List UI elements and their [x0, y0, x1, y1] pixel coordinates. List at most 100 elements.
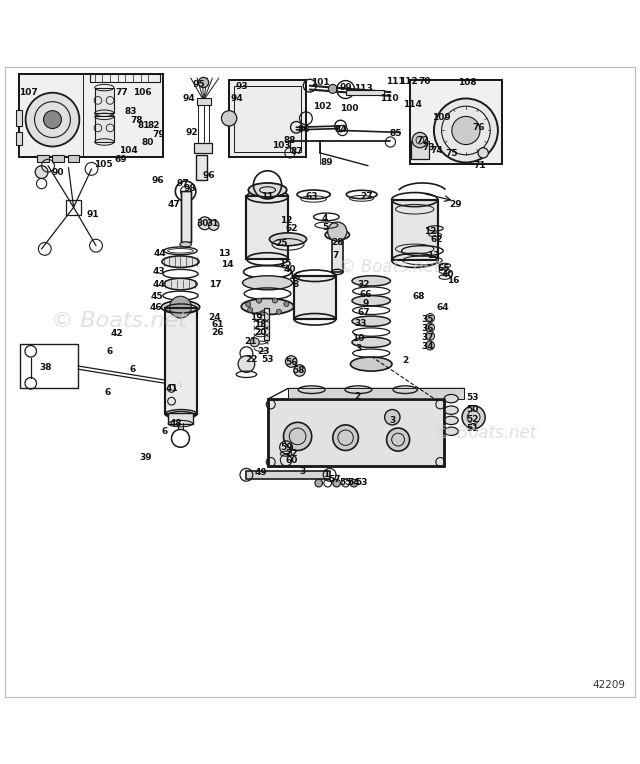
Text: 26: 26: [211, 328, 224, 337]
Bar: [196, 155, 207, 180]
Text: 68: 68: [413, 293, 426, 301]
Bar: [194, 143, 212, 153]
Text: 2: 2: [402, 356, 408, 365]
Text: 5: 5: [322, 222, 328, 231]
Text: 98: 98: [183, 184, 196, 193]
Text: 100: 100: [340, 104, 358, 113]
Ellipse shape: [351, 357, 392, 371]
Circle shape: [248, 307, 253, 312]
Circle shape: [452, 116, 480, 144]
Ellipse shape: [164, 278, 197, 290]
Circle shape: [385, 410, 400, 425]
Text: 66: 66: [360, 290, 372, 299]
Circle shape: [462, 406, 485, 429]
Text: 105: 105: [94, 160, 113, 169]
Text: 3: 3: [355, 344, 362, 352]
Text: 40: 40: [284, 266, 296, 274]
Circle shape: [276, 309, 282, 314]
Text: 53: 53: [466, 393, 479, 403]
Text: 77: 77: [115, 88, 128, 96]
Ellipse shape: [168, 412, 195, 419]
Bar: [294, 276, 336, 319]
Bar: [95, 88, 114, 113]
Text: 7: 7: [333, 251, 339, 261]
Text: 17: 17: [209, 280, 222, 289]
Bar: [392, 199, 438, 261]
Ellipse shape: [352, 316, 390, 326]
Text: 30: 30: [196, 219, 209, 228]
Text: 42: 42: [110, 329, 123, 338]
Bar: [288, 388, 464, 400]
Ellipse shape: [352, 337, 390, 348]
Text: 6: 6: [129, 364, 136, 374]
Text: 84: 84: [334, 125, 347, 134]
Text: 70: 70: [418, 76, 431, 86]
Text: 23: 23: [257, 347, 270, 356]
Text: 3: 3: [389, 416, 396, 425]
Text: 60: 60: [285, 455, 298, 465]
Text: 3: 3: [300, 467, 306, 476]
Text: 43: 43: [152, 267, 165, 277]
Text: 40: 40: [442, 270, 454, 279]
Text: 113: 113: [354, 84, 373, 93]
Text: 76: 76: [472, 123, 485, 131]
Ellipse shape: [444, 427, 458, 435]
Text: 69: 69: [114, 155, 127, 163]
Ellipse shape: [325, 230, 349, 240]
Text: 6: 6: [107, 348, 113, 357]
Text: 106: 106: [132, 88, 152, 96]
Text: 114: 114: [403, 100, 422, 109]
Text: 72: 72: [416, 135, 429, 144]
Ellipse shape: [444, 394, 458, 403]
Text: 81: 81: [138, 121, 150, 130]
Text: © Boats.net: © Boats.net: [51, 311, 187, 332]
Bar: [264, 309, 269, 341]
Text: 39: 39: [140, 453, 152, 462]
Text: 107: 107: [19, 88, 38, 97]
Text: 54: 54: [348, 478, 360, 487]
Bar: [346, 89, 384, 96]
Text: 111: 111: [386, 76, 405, 86]
Circle shape: [209, 220, 219, 230]
Text: 24: 24: [208, 313, 221, 322]
Text: 49: 49: [254, 468, 267, 478]
Bar: [16, 132, 22, 145]
Text: 58: 58: [292, 366, 305, 375]
Circle shape: [333, 479, 340, 487]
Bar: [19, 73, 163, 157]
Bar: [37, 155, 49, 163]
Text: 90: 90: [51, 167, 64, 176]
Bar: [181, 191, 191, 242]
Bar: [229, 80, 306, 157]
Text: 6: 6: [104, 388, 111, 397]
Bar: [168, 413, 193, 423]
Text: 85: 85: [389, 129, 402, 138]
Circle shape: [285, 356, 297, 367]
Bar: [268, 400, 444, 467]
Text: 13: 13: [218, 250, 230, 258]
Text: 59: 59: [280, 443, 293, 452]
Circle shape: [246, 302, 251, 307]
Circle shape: [284, 422, 312, 451]
Text: 95: 95: [192, 80, 205, 89]
Bar: [197, 99, 211, 105]
Text: 52: 52: [466, 415, 479, 423]
Text: 57: 57: [328, 474, 341, 484]
Text: 20: 20: [254, 328, 267, 337]
Text: 44: 44: [152, 280, 165, 290]
Text: 41: 41: [165, 384, 178, 393]
Ellipse shape: [248, 183, 287, 197]
Circle shape: [412, 132, 428, 147]
Text: 94: 94: [182, 94, 195, 103]
Text: 28: 28: [331, 238, 344, 247]
Bar: [165, 309, 197, 414]
Text: 103: 103: [272, 141, 291, 150]
Text: 29: 29: [449, 199, 462, 209]
Text: 1: 1: [323, 471, 330, 479]
Circle shape: [294, 364, 305, 376]
Text: 73: 73: [422, 143, 435, 151]
Circle shape: [221, 111, 237, 126]
Text: 53: 53: [355, 478, 368, 487]
Circle shape: [426, 332, 435, 341]
Text: 78: 78: [130, 115, 143, 125]
